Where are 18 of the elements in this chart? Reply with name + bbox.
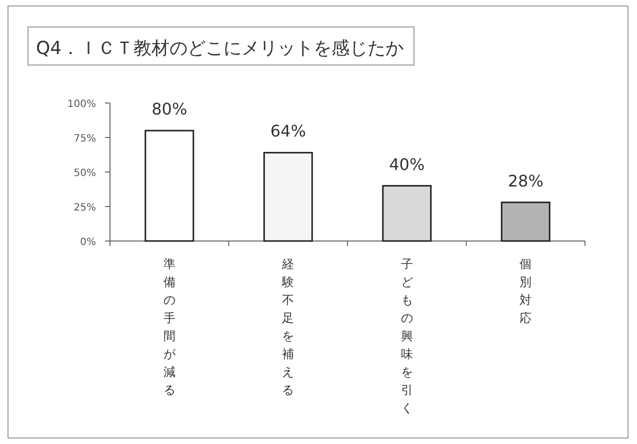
y-tick-label: 75%	[74, 134, 96, 144]
y-tick-label: 50%	[74, 168, 96, 179]
x-tick-label: 準備の手間が減る	[162, 256, 176, 399]
x-tick-label: 個別対応	[518, 256, 533, 327]
y-tick-label: 100%	[67, 99, 96, 110]
bar	[144, 130, 194, 242]
data-label: 28%	[508, 171, 544, 190]
y-tick-label: 25%	[74, 202, 96, 214]
bar	[500, 202, 550, 242]
data-label: 80%	[152, 100, 188, 119]
data-label: 40%	[389, 154, 425, 174]
x-tick-label: 経験不足を補える	[281, 256, 296, 399]
category-label: 子どもの興味を引く	[400, 257, 413, 415]
chart-title: Q4．ＩＣＴ教材のどこにメリットを感じたか	[36, 38, 404, 59]
bar	[263, 152, 313, 242]
data-label: 64%	[270, 122, 306, 141]
y-tick-label: 0%	[80, 237, 96, 248]
bar	[382, 185, 432, 242]
